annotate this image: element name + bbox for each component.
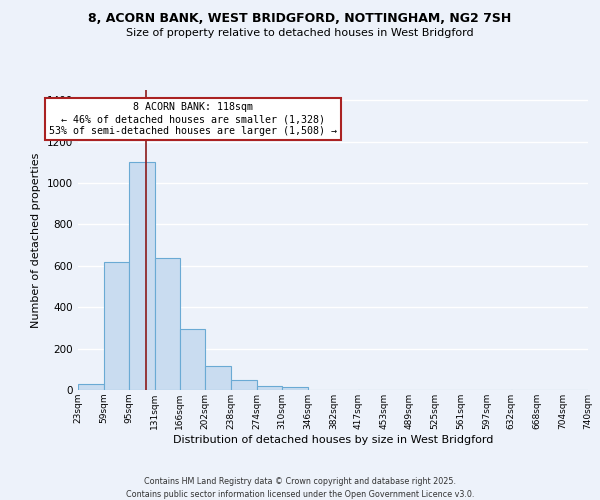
Bar [205,366,231,390]
Text: Contains public sector information licensed under the Open Government Licence v3: Contains public sector information licen… [126,490,474,499]
Text: Size of property relative to detached houses in West Bridgford: Size of property relative to detached ho… [126,28,474,38]
X-axis label: Distribution of detached houses by size in West Bridgford: Distribution of detached houses by size … [173,434,493,444]
Bar [231,380,257,390]
Text: 8 ACORN BANK: 118sqm
← 46% of detached houses are smaller (1,328)
53% of semi-de: 8 ACORN BANK: 118sqm ← 46% of detached h… [49,102,337,136]
Text: Contains HM Land Registry data © Crown copyright and database right 2025.: Contains HM Land Registry data © Crown c… [144,478,456,486]
Bar [180,329,205,390]
Y-axis label: Number of detached properties: Number of detached properties [31,152,41,328]
Bar [257,386,282,390]
Bar [78,384,104,390]
Text: 8, ACORN BANK, WEST BRIDGFORD, NOTTINGHAM, NG2 7SH: 8, ACORN BANK, WEST BRIDGFORD, NOTTINGHA… [88,12,512,26]
Bar [155,258,181,390]
Bar [282,387,308,390]
Bar [104,262,129,390]
Bar [129,162,155,390]
